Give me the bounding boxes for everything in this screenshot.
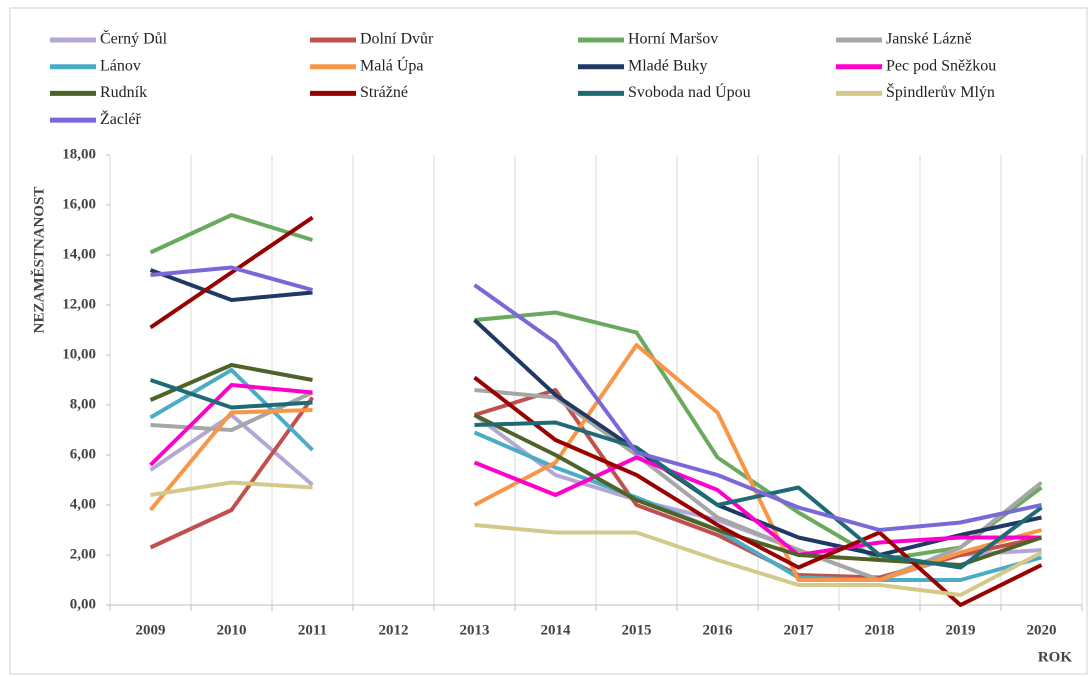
x-tick-label: 2011: [298, 622, 327, 638]
y-tick-label: 6,00: [70, 446, 96, 462]
y-tick-label: 4,00: [70, 496, 96, 512]
series-line: [150, 480, 1043, 597]
legend-label: Špindlerův Mlýn: [886, 82, 995, 101]
legend-label: Svoboda nad Úpou: [628, 82, 751, 101]
y-tick-label: 8,00: [70, 396, 96, 412]
x-tick-label: 2015: [622, 622, 652, 638]
legend-label: Strážné: [360, 84, 408, 101]
legend-label: Žacléř: [100, 109, 142, 128]
legend-label: Dolní Dvůr: [360, 31, 434, 48]
y-tick-label: 14,00: [62, 246, 96, 262]
legend-label: Pec pod Sněžkou: [886, 57, 996, 74]
x-tick-label: 2009: [136, 622, 166, 638]
y-tick-label: 16,00: [62, 196, 96, 212]
y-tick-label: 0,00: [70, 596, 96, 612]
series-line: [149, 213, 1043, 562]
x-tick-label: 2010: [217, 622, 247, 638]
legend-label: Janské Lázně: [886, 31, 972, 48]
x-tick-label: 2013: [460, 622, 490, 638]
series-line: [149, 383, 1042, 557]
legend-label: Malá Úpa: [360, 55, 424, 74]
chart-border: [9, 7, 1088, 675]
y-axis-label: NEZAMĚSTNANOST: [30, 187, 47, 334]
legend-label: Černý Důl: [100, 29, 168, 48]
series-line: [150, 265, 1042, 532]
y-tick-label: 2,00: [70, 546, 96, 562]
x-tick-label: 2014: [541, 622, 572, 638]
y-tick-label: 12,00: [62, 296, 96, 312]
x-tick-label: 2017: [784, 622, 815, 638]
legend-label: Lánov: [100, 57, 141, 74]
x-tick-label: 2020: [1027, 622, 1057, 638]
x-axis-label: ROK: [1038, 649, 1073, 665]
x-tick-label: 2018: [865, 622, 895, 638]
y-tick-label: 10,00: [62, 346, 96, 362]
series-line: [149, 368, 1043, 582]
y-tick-label: 18,00: [62, 146, 96, 162]
legend-label: Mladé Buky: [628, 57, 708, 74]
legend-label: Horní Maršov: [628, 31, 718, 48]
x-tick-label: 2016: [703, 622, 734, 638]
series-line: [149, 378, 1043, 570]
legend-label: Rudník: [100, 84, 147, 101]
x-tick-label: 2019: [946, 622, 976, 638]
x-tick-label: 2012: [379, 622, 409, 638]
